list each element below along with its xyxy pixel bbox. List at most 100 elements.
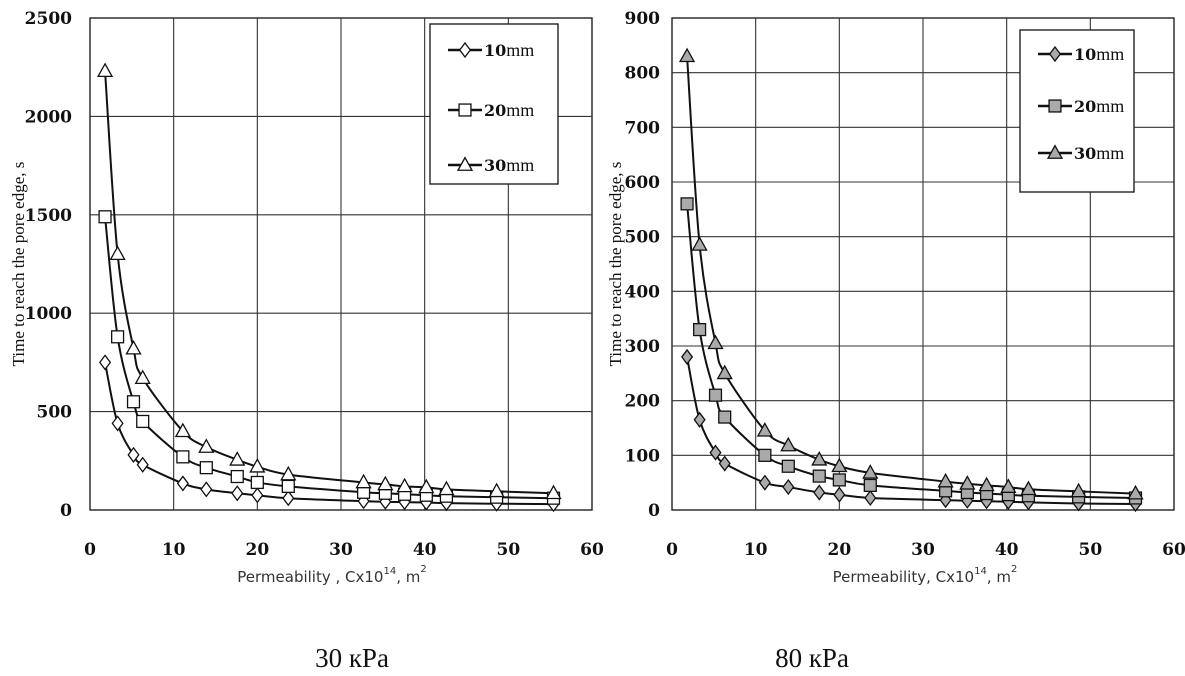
data-point-30mm <box>249 458 266 473</box>
y-tick-label: 200 <box>625 392 661 412</box>
data-point-20mm <box>230 469 244 484</box>
y-axis-label: Time to reach the pore edge, s <box>9 162 28 367</box>
legend-label-number: 10 <box>484 41 506 60</box>
legend-marker-diamond <box>1048 45 1062 63</box>
data-point-20mm <box>281 479 295 493</box>
data-point-20mm <box>176 450 190 464</box>
data-point-30mm <box>198 438 215 453</box>
data-point-30mm <box>678 47 696 63</box>
data-point-10mm <box>864 489 877 507</box>
x-axis-label-unit-exponent: 2 <box>420 564 426 575</box>
y-tick-label: 900 <box>625 9 661 29</box>
y-tick-label: 800 <box>625 64 661 84</box>
data-point-20mm <box>781 459 795 473</box>
data-point-30mm <box>831 457 848 473</box>
y-tick-label: 500 <box>37 403 73 423</box>
data-point-10mm <box>98 354 112 371</box>
legend-label-number: 30 <box>1074 144 1096 163</box>
data-point-20mm <box>758 448 772 462</box>
data-point-30mm <box>109 245 126 261</box>
data-point-30mm <box>134 369 151 385</box>
data-point-30mm <box>355 473 372 489</box>
data-point-30mm <box>862 464 879 479</box>
legend-label: 10mm <box>484 40 534 60</box>
legend-label: 30mm <box>484 155 534 175</box>
y-tick-label: 1000 <box>25 304 72 324</box>
data-point-10mm <box>251 487 264 504</box>
y-tick-labels: 0 100 200 300 400 500 600 700 800 900 <box>625 9 661 521</box>
x-axis-label-text: Permeability, Cx10 <box>833 568 974 586</box>
grid-lines <box>672 18 1174 510</box>
series-markers <box>96 62 562 513</box>
data-point-30mm <box>1127 484 1144 500</box>
data-point-30mm <box>418 478 435 494</box>
legend-label-unit: mm <box>1096 96 1124 116</box>
data-point-10mm <box>813 484 826 501</box>
chart-80kpa: 0 100 200 300 400 500 600 700 800 900 0 10 20 30 40 50… <box>606 9 1185 673</box>
data-point-30mm <box>691 236 708 251</box>
legend-marker-square <box>1048 99 1062 113</box>
data-point-30mm <box>1020 480 1037 496</box>
data-point-20mm <box>680 197 694 211</box>
x-tick-label: 40 <box>413 540 437 560</box>
x-tick-label: 0 <box>84 540 96 560</box>
chart-30kpa: 0 500 1000 1500 2000 2500 0 10 20 30 40 50 60 Time … <box>9 9 604 673</box>
legend-label: 20mm <box>484 100 534 120</box>
series-line-10mm <box>104 362 554 506</box>
legend-label-unit: mm <box>506 40 534 60</box>
legend-label: 10mm <box>1074 44 1124 64</box>
chart-caption: 80 кPa <box>775 643 849 673</box>
legend-label-number: 20 <box>484 101 506 120</box>
legend-label-number: 10 <box>1074 45 1096 64</box>
x-tick-label: 20 <box>245 540 269 560</box>
y-tick-label: 700 <box>625 118 661 138</box>
y-tick-label: 300 <box>625 337 661 357</box>
data-point-10mm <box>758 474 771 491</box>
data-point-10mm <box>231 485 244 502</box>
y-tick-label: 100 <box>625 446 661 466</box>
data-point-30mm <box>780 436 797 452</box>
data-point-10mm <box>833 486 846 503</box>
data-point-20mm <box>126 395 141 409</box>
legend-label: 20mm <box>1074 96 1124 116</box>
x-tick-label: 0 <box>666 540 678 560</box>
data-point-30mm <box>438 480 455 496</box>
legend-marker-triangle <box>456 156 474 171</box>
legend-label: 30mm <box>1074 143 1124 163</box>
data-point-10mm <box>111 415 124 432</box>
series-markers <box>678 47 1144 513</box>
y-tick-label: 0 <box>648 501 660 521</box>
data-point-20mm <box>136 414 150 429</box>
y-tick-label: 500 <box>625 228 661 248</box>
legend-label-unit: mm <box>506 100 534 120</box>
y-axis-label: Time to reach the pore edge, s <box>606 162 625 367</box>
x-tick-label: 60 <box>1162 540 1185 560</box>
x-axis-label: Permeability, Cx1014, m2 <box>833 564 1018 586</box>
x-tick-label: 10 <box>162 540 186 560</box>
legend-label-unit: mm <box>506 155 534 175</box>
data-point-20mm <box>832 473 846 487</box>
x-tick-label: 30 <box>911 540 935 560</box>
x-tick-label: 30 <box>329 540 353 560</box>
data-point-30mm <box>716 364 733 380</box>
legend-box <box>1019 29 1135 193</box>
data-point-20mm <box>812 469 826 483</box>
x-axis-label-text: Permeability , Cx10 <box>237 568 383 586</box>
data-point-30mm <box>488 482 505 498</box>
data-point-20mm <box>863 478 877 493</box>
chart-caption: 30 кPa <box>315 643 389 673</box>
data-point-30mm <box>937 472 954 488</box>
data-point-30mm <box>707 334 724 350</box>
y-tick-labels: 0 500 1000 1500 2000 2500 <box>25 9 72 521</box>
x-tick-label: 20 <box>827 540 851 560</box>
data-point-10mm <box>718 455 731 472</box>
legend-marker-triangle <box>1046 144 1064 159</box>
x-axis-label-unit: , m <box>987 568 1011 586</box>
legend-marker-diamond <box>458 41 472 59</box>
data-point-30mm <box>125 339 142 355</box>
x-axis-label-unit-exponent: 2 <box>1011 564 1017 575</box>
